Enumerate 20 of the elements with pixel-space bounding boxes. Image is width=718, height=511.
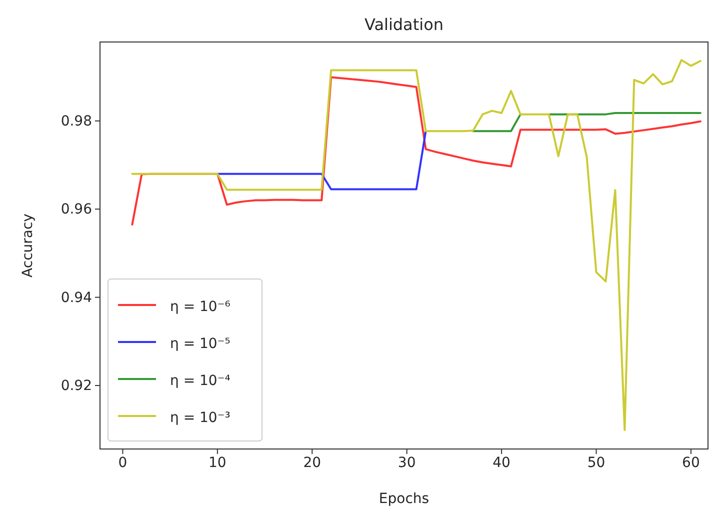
x-tick-label: 40	[492, 454, 510, 471]
legend-label: η = 10⁻⁵	[170, 336, 230, 352]
x-tick-label: 30	[398, 454, 416, 471]
chart-title: Validation	[364, 15, 444, 34]
y-tick-label: 0.94	[60, 290, 92, 306]
x-tick-label: 20	[303, 454, 322, 471]
legend-label: η = 10⁻³	[170, 410, 230, 426]
x-axis-title: Epochs	[378, 491, 430, 507]
x-tick-label: 50	[587, 454, 606, 471]
line-series	[131, 76, 702, 226]
x-tick-label: 60	[682, 454, 700, 471]
legend-label: η = 10⁻⁴	[170, 373, 231, 389]
line-series	[131, 59, 702, 432]
y-tick-label: 0.98	[60, 113, 92, 130]
x-tick-label: 0	[118, 454, 128, 471]
y-tick-label: 0.96	[60, 202, 92, 218]
y-tick-label: 0.92	[60, 378, 92, 394]
y-axis-title: Accuracy	[20, 214, 36, 278]
legend-label: η = 10⁻⁶	[170, 299, 231, 315]
x-tick-label: 10	[208, 454, 226, 471]
